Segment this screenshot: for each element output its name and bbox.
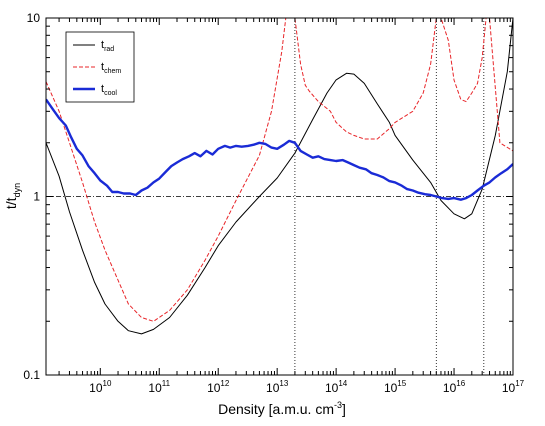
x-axis-title-tail: ] [342, 401, 346, 417]
y-tick-label: 10 [27, 11, 41, 25]
series-line-cool [46, 98, 513, 201]
x-axis-title-sup: -3 [334, 400, 342, 410]
y-axis-title-main: t/t [3, 197, 19, 209]
legend-label-cool: tcool [101, 83, 117, 97]
series-line-rad [46, 18, 513, 335]
x-tick-label: 1016 [443, 379, 466, 395]
x-tick-label: 1014 [325, 379, 348, 395]
legend-label-chem: tchem [101, 61, 121, 75]
x-axis-title-main: Density [a.m.u. cm [218, 401, 334, 417]
x-tick-label: 1010 [89, 379, 112, 395]
x-tick-label: 1017 [502, 379, 525, 395]
y-axis-title: t/tdyn [3, 183, 22, 209]
x-tick-label: 1011 [148, 379, 170, 395]
x-tick-label: 1012 [207, 379, 230, 395]
x-axis-title: Density [a.m.u. cm-3] [218, 400, 346, 417]
y-axis-title-sub: dyn [12, 183, 22, 198]
y-tick-label: 0.1 [23, 368, 40, 382]
legend-label-rad: trad [101, 39, 114, 53]
x-tick-label: 1013 [266, 379, 289, 395]
x-tick-label: 1015 [384, 379, 407, 395]
legend-box [65, 31, 135, 103]
y-tick-label: 1 [33, 190, 40, 204]
legend: trad tchem tcool [65, 31, 135, 103]
